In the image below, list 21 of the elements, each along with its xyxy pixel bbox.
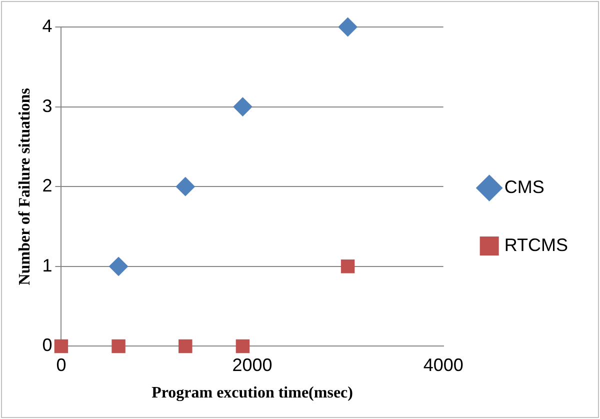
y-tick-label: 0 (42, 335, 52, 356)
legend-label: RTCMS (504, 234, 568, 255)
legend-label: CMS (504, 176, 544, 197)
point (178, 339, 192, 354)
x-tick-label: 2000 (232, 354, 272, 375)
y-tick-label: 4 (42, 16, 52, 36)
x-axis-title: Program excution time(msec) (152, 384, 353, 402)
x-tick-label: 4000 (423, 354, 464, 375)
y-tick-label: 1 (42, 255, 52, 276)
point (54, 339, 68, 354)
point (340, 260, 355, 274)
point (233, 97, 252, 116)
point (236, 339, 250, 354)
point (176, 177, 195, 196)
y-tick-label: 2 (42, 176, 52, 196)
y-tick-label: 3 (42, 96, 52, 116)
y-axis-title: Number of Failure situations (16, 88, 34, 286)
point (112, 339, 126, 354)
point (338, 18, 358, 36)
x-tick-label: 0 (56, 354, 66, 375)
point (109, 256, 128, 276)
